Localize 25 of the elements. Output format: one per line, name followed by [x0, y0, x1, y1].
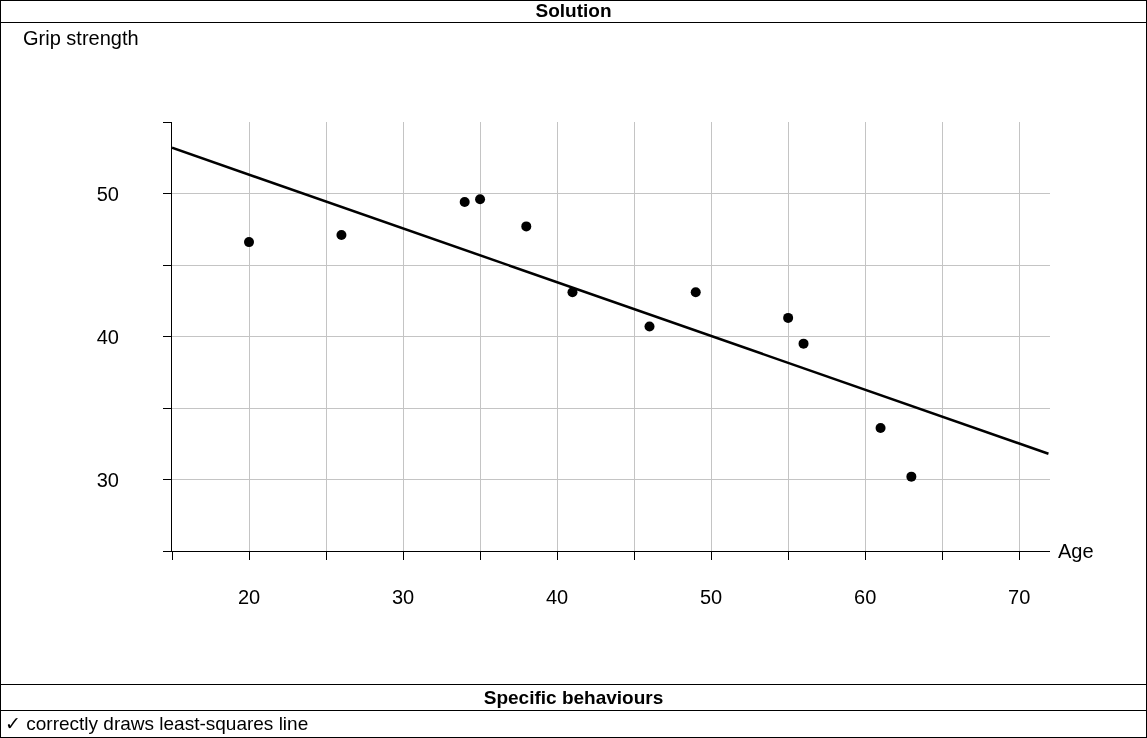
- point: [459, 197, 470, 208]
- point: [906, 471, 917, 482]
- text: ✓ correctly draws least-squares line: [4, 712, 310, 736]
- chart-title: Solution: [1, 0, 1146, 23]
- point: [336, 229, 347, 240]
- point: [690, 287, 701, 298]
- x-tick-label: 60: [854, 586, 877, 608]
- point: [521, 221, 532, 232]
- text: Specific behaviours: [1, 685, 1146, 711]
- point: [475, 194, 486, 205]
- y-tick-label: 50: [96, 182, 119, 205]
- point: [244, 237, 255, 248]
- point: [875, 423, 886, 434]
- y-tick-label: 40: [96, 325, 119, 348]
- x-tick-label: 30: [391, 586, 415, 608]
- point: [644, 321, 655, 332]
- point: [783, 312, 794, 323]
- x-tick-label: 50: [699, 586, 723, 608]
- y-axis-title: Grip strength: [23, 27, 139, 49]
- x-tick-label: 70: [1008, 586, 1031, 608]
- x-axis-title: Age: [1058, 540, 1094, 562]
- point: [798, 338, 809, 349]
- x-tick-label: 40: [545, 586, 569, 608]
- y-tick-label: 30: [96, 468, 119, 491]
- x-tick-label: 20: [237, 586, 261, 608]
